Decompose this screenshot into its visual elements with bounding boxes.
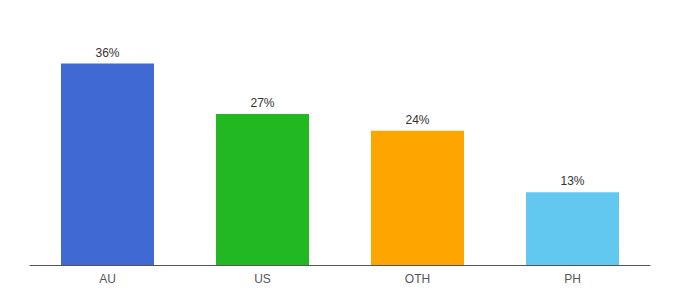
svg-text:PH: PH (564, 272, 581, 286)
svg-text:13%: 13% (560, 174, 584, 188)
svg-text:OTH: OTH (405, 272, 430, 286)
svg-text:24%: 24% (405, 113, 429, 127)
svg-text:AU: AU (99, 272, 116, 286)
svg-text:36%: 36% (95, 46, 119, 60)
svg-text:US: US (254, 272, 271, 286)
svg-text:27%: 27% (250, 96, 274, 110)
